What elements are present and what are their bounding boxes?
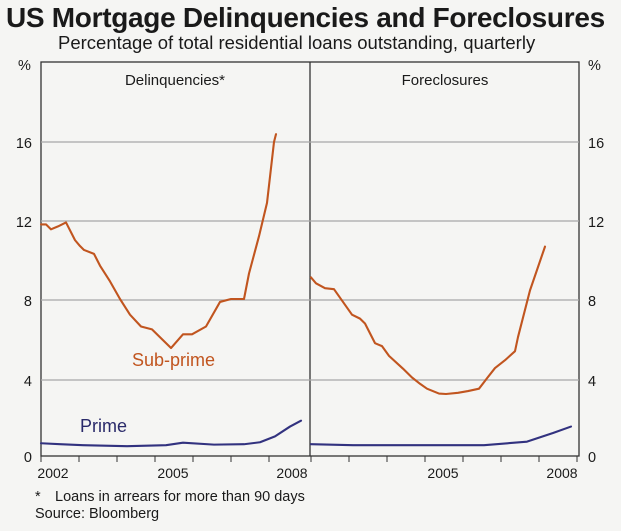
svg-text:12: 12 — [16, 215, 32, 231]
svg-text:2005: 2005 — [427, 465, 458, 481]
svg-text:Delinquencies*: Delinquencies* — [125, 72, 225, 89]
svg-text:4: 4 — [588, 374, 596, 390]
svg-text:8: 8 — [24, 294, 32, 310]
svg-text:8: 8 — [588, 294, 596, 310]
svg-text:0: 0 — [24, 450, 32, 466]
svg-text:4: 4 — [24, 374, 32, 390]
svg-text:Prime: Prime — [80, 416, 127, 436]
svg-text:Sub-prime: Sub-prime — [132, 350, 215, 370]
svg-text:%: % — [18, 58, 31, 74]
svg-text:2008: 2008 — [546, 465, 577, 481]
svg-text:16: 16 — [588, 136, 604, 152]
svg-text:%: % — [588, 58, 601, 74]
svg-text:12: 12 — [588, 215, 604, 231]
svg-text:2005: 2005 — [157, 465, 188, 481]
svg-text:16: 16 — [16, 136, 32, 152]
svg-text:0: 0 — [588, 450, 596, 466]
svg-text:2008: 2008 — [276, 465, 307, 481]
svg-text:Foreclosures: Foreclosures — [402, 72, 489, 89]
svg-text:2002: 2002 — [37, 465, 68, 481]
